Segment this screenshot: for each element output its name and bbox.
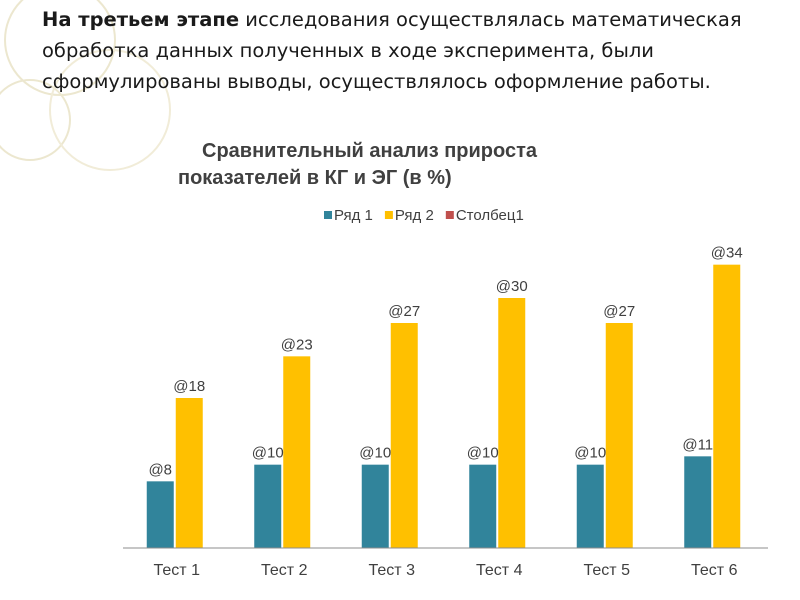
chart-bars — [146, 264, 741, 548]
legend-label-1: Ряд 1 — [334, 207, 373, 224]
intro-lead: На третьем этапе — [42, 8, 240, 31]
data-label-2-2: @23 — [281, 336, 313, 353]
bar-1-2 — [254, 464, 282, 548]
x-tick-label-6: Тест 6 — [691, 562, 738, 579]
x-tick-label-4: Тест 4 — [476, 562, 523, 579]
intro-paragraph: На третьем этапе исследования осуществля… — [42, 4, 787, 97]
x-tick-label-5: Тест 5 — [584, 562, 631, 579]
chart-x-axis: Тест 1 Тест 2 Тест 3 Тест 4 Тест 5 Тест 6 — [123, 547, 768, 579]
data-label-2-5: @27 — [603, 303, 635, 320]
x-tick-label-2: Тест 2 — [261, 562, 308, 579]
bar-2-2 — [283, 356, 311, 548]
data-label-2-1: @18 — [173, 378, 205, 395]
bar-2-6 — [713, 264, 741, 548]
legend-swatch-2 — [384, 211, 393, 219]
legend-label-2: Ряд 2 — [395, 207, 434, 224]
chart-title: Сравнительный анализ прироста показателе… — [178, 138, 598, 192]
bar-1-6 — [684, 456, 712, 548]
data-label-1-6: @11 — [682, 436, 713, 453]
bar-1-3 — [361, 464, 389, 548]
intro-rest: исследования осуществлялась математическ… — [42, 8, 742, 93]
data-label-1-4: @10 — [467, 445, 499, 462]
data-label-1-2: @10 — [252, 445, 284, 462]
chart-title-line-1: Сравнительный анализ прироста — [202, 140, 538, 162]
legend-swatch-3 — [445, 211, 454, 219]
legend-item-1: Ряд 1 — [324, 207, 373, 224]
data-label-2-4: @30 — [496, 278, 528, 295]
data-label-1-3: @10 — [359, 445, 391, 462]
chart-legend: Ряд 1 Ряд 2 Столбец1 — [324, 207, 524, 224]
bar-2-1 — [175, 398, 203, 548]
data-label-1-5: @10 — [574, 445, 606, 462]
x-tick-label-1: Тест 1 — [154, 562, 201, 579]
chart-data-labels: @8 @18 @10 @23 @10 @27 @10 @30 @10 @27 @11 @34 — [148, 245, 742, 479]
chart-title-line-2: показателей в КГ и ЭГ (в %) — [178, 167, 452, 189]
legend-swatch-1 — [324, 211, 332, 219]
x-tick-label-3: Тест 3 — [369, 562, 416, 579]
bar-2-5 — [605, 323, 633, 548]
legend-item-3: Столбец1 — [445, 207, 524, 224]
data-label-2-6: @34 — [711, 245, 743, 262]
legend-item-2: Ряд 2 — [384, 207, 434, 224]
bar-1-4 — [469, 464, 497, 548]
legend-label-3: Столбец1 — [456, 207, 524, 224]
bar-1-1 — [146, 481, 174, 548]
bar-1-5 — [576, 464, 604, 548]
data-label-1-1: @8 — [148, 461, 172, 478]
bar-2-4 — [498, 298, 526, 548]
bar-2-3 — [390, 323, 418, 548]
data-label-2-3: @27 — [388, 303, 420, 320]
